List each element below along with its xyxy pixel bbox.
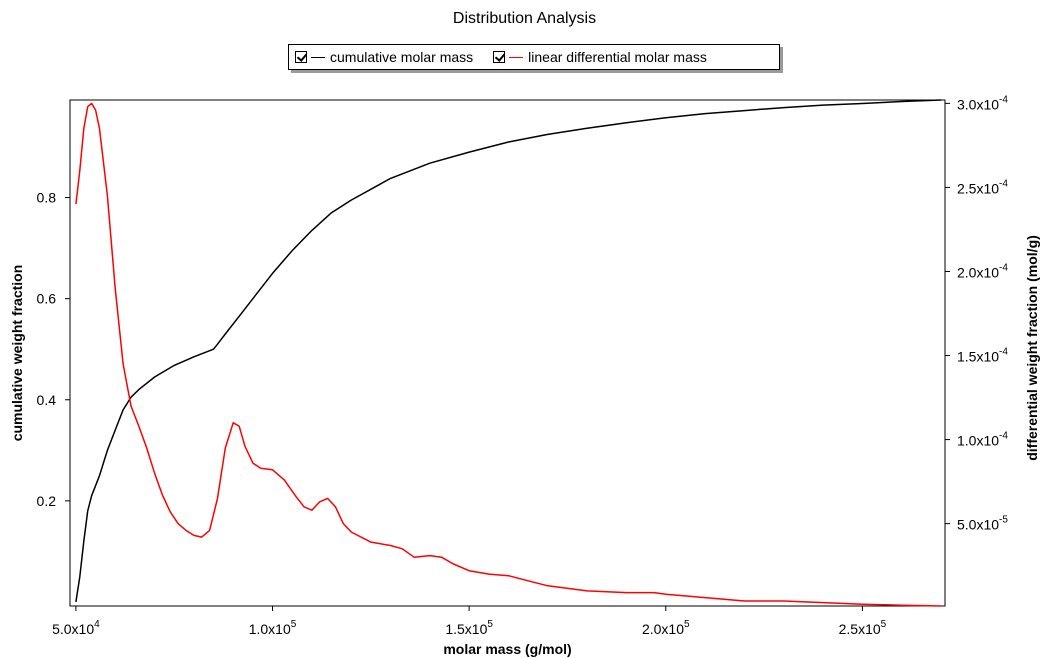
checkbox-checked-icon[interactable] bbox=[295, 51, 307, 63]
x-tick-label: 5.0x104 bbox=[52, 619, 100, 637]
x-tick-label: 1.0x105 bbox=[249, 619, 297, 637]
plot-area bbox=[69, 99, 946, 607]
y-left-tick-label: 0.4 bbox=[37, 392, 57, 408]
y-right-tick-label: 5.0x10-5 bbox=[957, 515, 1008, 533]
legend-label-cumulative: cumulative molar mass bbox=[330, 49, 474, 65]
y-axis-left-label: cumulative weight fraction bbox=[9, 265, 25, 442]
y-right-tick-label: 2.5x10-4 bbox=[957, 178, 1008, 196]
checkbox-checked-icon[interactable] bbox=[493, 51, 506, 63]
y-left-tick-label: 0.8 bbox=[37, 190, 57, 206]
y-right-tick-label: 3.0x10-4 bbox=[957, 94, 1008, 112]
legend-swatch-black bbox=[311, 56, 325, 58]
x-tick-label: 1.5x105 bbox=[445, 619, 493, 637]
y-left-tick-label: 0.6 bbox=[37, 291, 57, 307]
series-line-differential bbox=[75, 102, 942, 607]
x-tick-label: 2.0x105 bbox=[642, 619, 690, 637]
chart-title: Distribution Analysis bbox=[452, 10, 597, 27]
x-axis-label: molar mass (g/mol) bbox=[443, 641, 571, 657]
y-axis-right-label: differential weight fraction (mol/g) bbox=[1024, 235, 1040, 461]
y-right-tick-label: 1.0x10-4 bbox=[957, 431, 1008, 449]
y-left-tick-label: 0.2 bbox=[37, 493, 57, 509]
legend-item-differential[interactable]: linear differential molar mass bbox=[493, 49, 707, 65]
y-right-tick-label: 1.5x10-4 bbox=[957, 347, 1008, 365]
series-line-cumulative bbox=[75, 99, 942, 603]
legend-swatch-red bbox=[509, 56, 524, 58]
x-tick-label: 2.5x105 bbox=[839, 619, 887, 637]
legend: cumulative molar mass linear differentia… bbox=[288, 44, 780, 70]
legend-item-cumulative[interactable]: cumulative molar mass bbox=[295, 49, 473, 65]
legend-label-differential: linear differential molar mass bbox=[528, 49, 707, 65]
y-right-tick-label: 2.0x10-4 bbox=[957, 262, 1008, 280]
